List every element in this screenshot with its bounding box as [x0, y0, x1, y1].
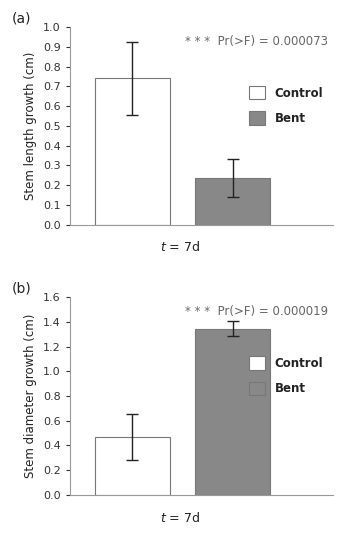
Text: * * *  Pr(>F) = 0.000019: * * * Pr(>F) = 0.000019 [184, 305, 327, 318]
Text: * * *  Pr(>F) = 0.000073: * * * Pr(>F) = 0.000073 [185, 35, 327, 48]
Y-axis label: Stem length growth (cm): Stem length growth (cm) [24, 51, 37, 200]
Bar [95, 78, 170, 225]
Bar [95, 437, 170, 495]
Bar [195, 329, 270, 495]
Text: (b): (b) [12, 281, 32, 295]
Y-axis label: Stem diameter growth (cm): Stem diameter growth (cm) [24, 314, 37, 478]
Text: $\it{t}$ = 7d: $\it{t}$ = 7d [160, 511, 200, 525]
Legend: Control, Bent: Control, Bent [245, 353, 327, 399]
Text: (a): (a) [12, 11, 31, 25]
Text: $\it{t}$ = 7d: $\it{t}$ = 7d [160, 240, 200, 255]
Bar [195, 178, 270, 225]
Legend: Control, Bent: Control, Bent [245, 82, 327, 129]
